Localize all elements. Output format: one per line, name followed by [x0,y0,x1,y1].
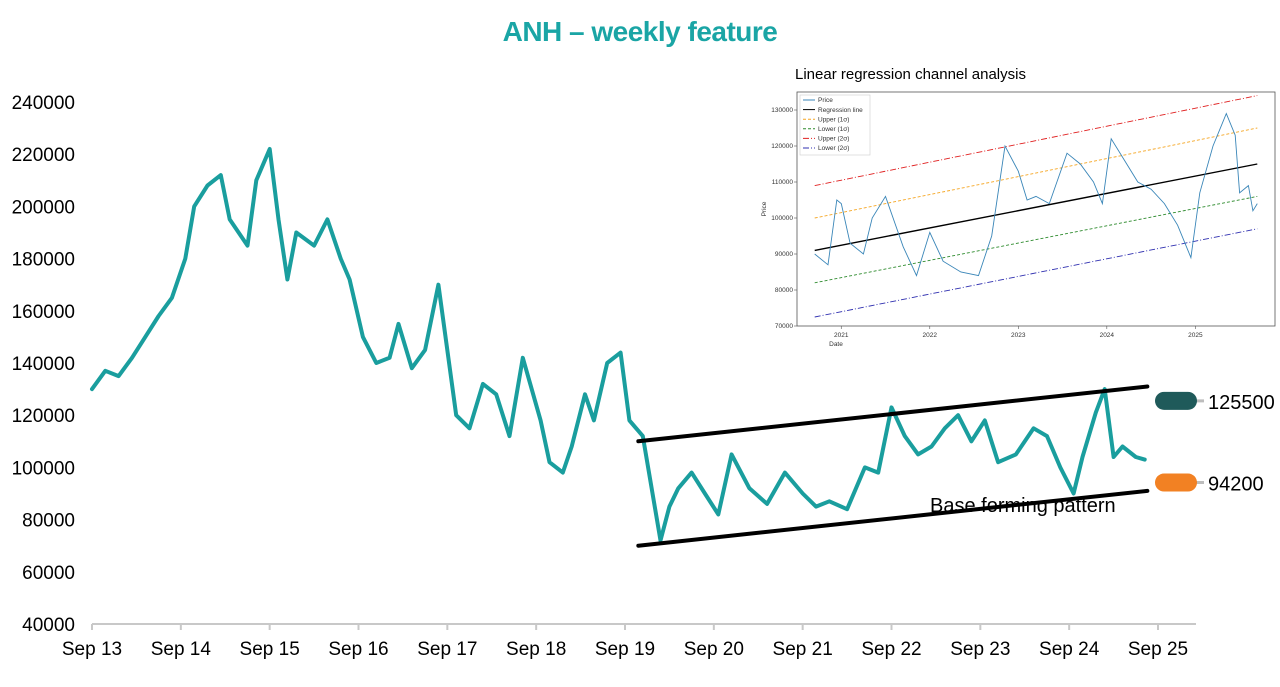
x-tick-label: Sep 18 [506,639,566,660]
inset-x-axis-label: Date [829,341,843,348]
x-tick-label: Sep 22 [861,639,921,660]
channel-lower-line [636,488,1150,548]
inset-plot-frame [796,91,1276,327]
y-tick-label: 120000 [12,406,75,427]
inset-x-tick-label: 2023 [1011,332,1026,339]
x-tick-label: Sep 19 [595,639,655,660]
annotation-group: 125500 94200 Base forming pattern [930,391,1275,517]
y-tick-label: 220000 [12,145,75,166]
x-tick-label: Sep 20 [684,639,744,660]
base-forming-label: Base forming pattern [930,495,1116,517]
x-tick-label: Sep 25 [1128,639,1188,660]
inset-legend: Price Regression line Upper (1σ) Lower (1σ)… [799,94,871,156]
inset-group: Linear regression channel analysis 130000… [761,66,1276,348]
y-tick-label: 60000 [22,563,75,584]
page-title: ANH – weekly feature [502,16,778,47]
inset-y-tick-label: 70000 [775,323,793,330]
y-tick-label: 100000 [12,458,75,479]
y-tick-label: 240000 [12,93,75,114]
inset-y-tick-label: 80000 [775,287,793,294]
y-tick-label: 140000 [12,354,75,375]
inset-regression-line-line [814,163,1258,252]
inset-x-tick-label: 2025 [1188,332,1203,339]
inset-legend-frame [799,94,871,156]
support-level-label: 94200 [1208,474,1264,496]
price-series-group [90,147,1147,543]
inset-y-tick-label: 100000 [771,215,793,222]
inset-x-tick-label: 2022 [923,332,938,339]
x-tick-label: Sep 15 [240,639,300,660]
inset-legend-label: Lower (2σ) [818,145,849,152]
inset-legend-label: Regression line [818,107,863,114]
inset-y-axis-label: Price [761,201,768,216]
x-tick-label: Sep 14 [151,639,212,660]
inset-y-tick-label: 90000 [775,251,793,258]
y-tick-label: 180000 [12,250,75,271]
inset-x-tick-label: 2024 [1100,332,1115,339]
channel-group [636,384,1150,548]
y-tick-label: 80000 [22,511,75,532]
inset-title: Linear regression channel analysis [795,66,1026,83]
y-tick-label: 40000 [22,615,75,636]
price-series-line [90,147,1147,543]
x-tick-label: Sep 16 [328,639,388,660]
x-tick-label: Sep 21 [773,639,833,660]
support-marker [1155,473,1197,492]
inset-y-tick-label: 110000 [772,179,794,186]
main-axes: 240000 220000 200000 180000 160000 140000 1200… [12,93,1196,660]
y-tick-label: 160000 [12,302,75,323]
inset-y-tick-label: 120000 [771,143,793,150]
inset-lower-2--line [814,228,1258,318]
inset-legend-label: Upper (1σ) [818,116,849,123]
x-tick-label: Sep 23 [950,639,1010,660]
inset-x-tick-label: 2021 [834,332,849,339]
x-tick-label: Sep 24 [1039,639,1100,660]
inset-legend-label: Upper (2σ) [818,136,849,143]
y-tick-label: 200000 [12,197,75,218]
inset-price-line [814,112,1258,277]
x-tick-label: Sep 17 [417,639,477,660]
channel-upper-line [636,384,1150,444]
x-tick-label: Sep 13 [62,639,122,660]
resistance-marker [1155,391,1197,410]
inset-lower-1--line [814,195,1258,284]
inset-legend-label: Price [818,97,833,104]
resistance-level-label: 125500 [1208,392,1275,414]
inset-legend-label: Lower (1σ) [818,126,849,133]
inset-upper-2--line [814,95,1258,187]
inset-upper-1--line [814,127,1258,219]
inset-y-tick-label: 130000 [771,107,793,114]
